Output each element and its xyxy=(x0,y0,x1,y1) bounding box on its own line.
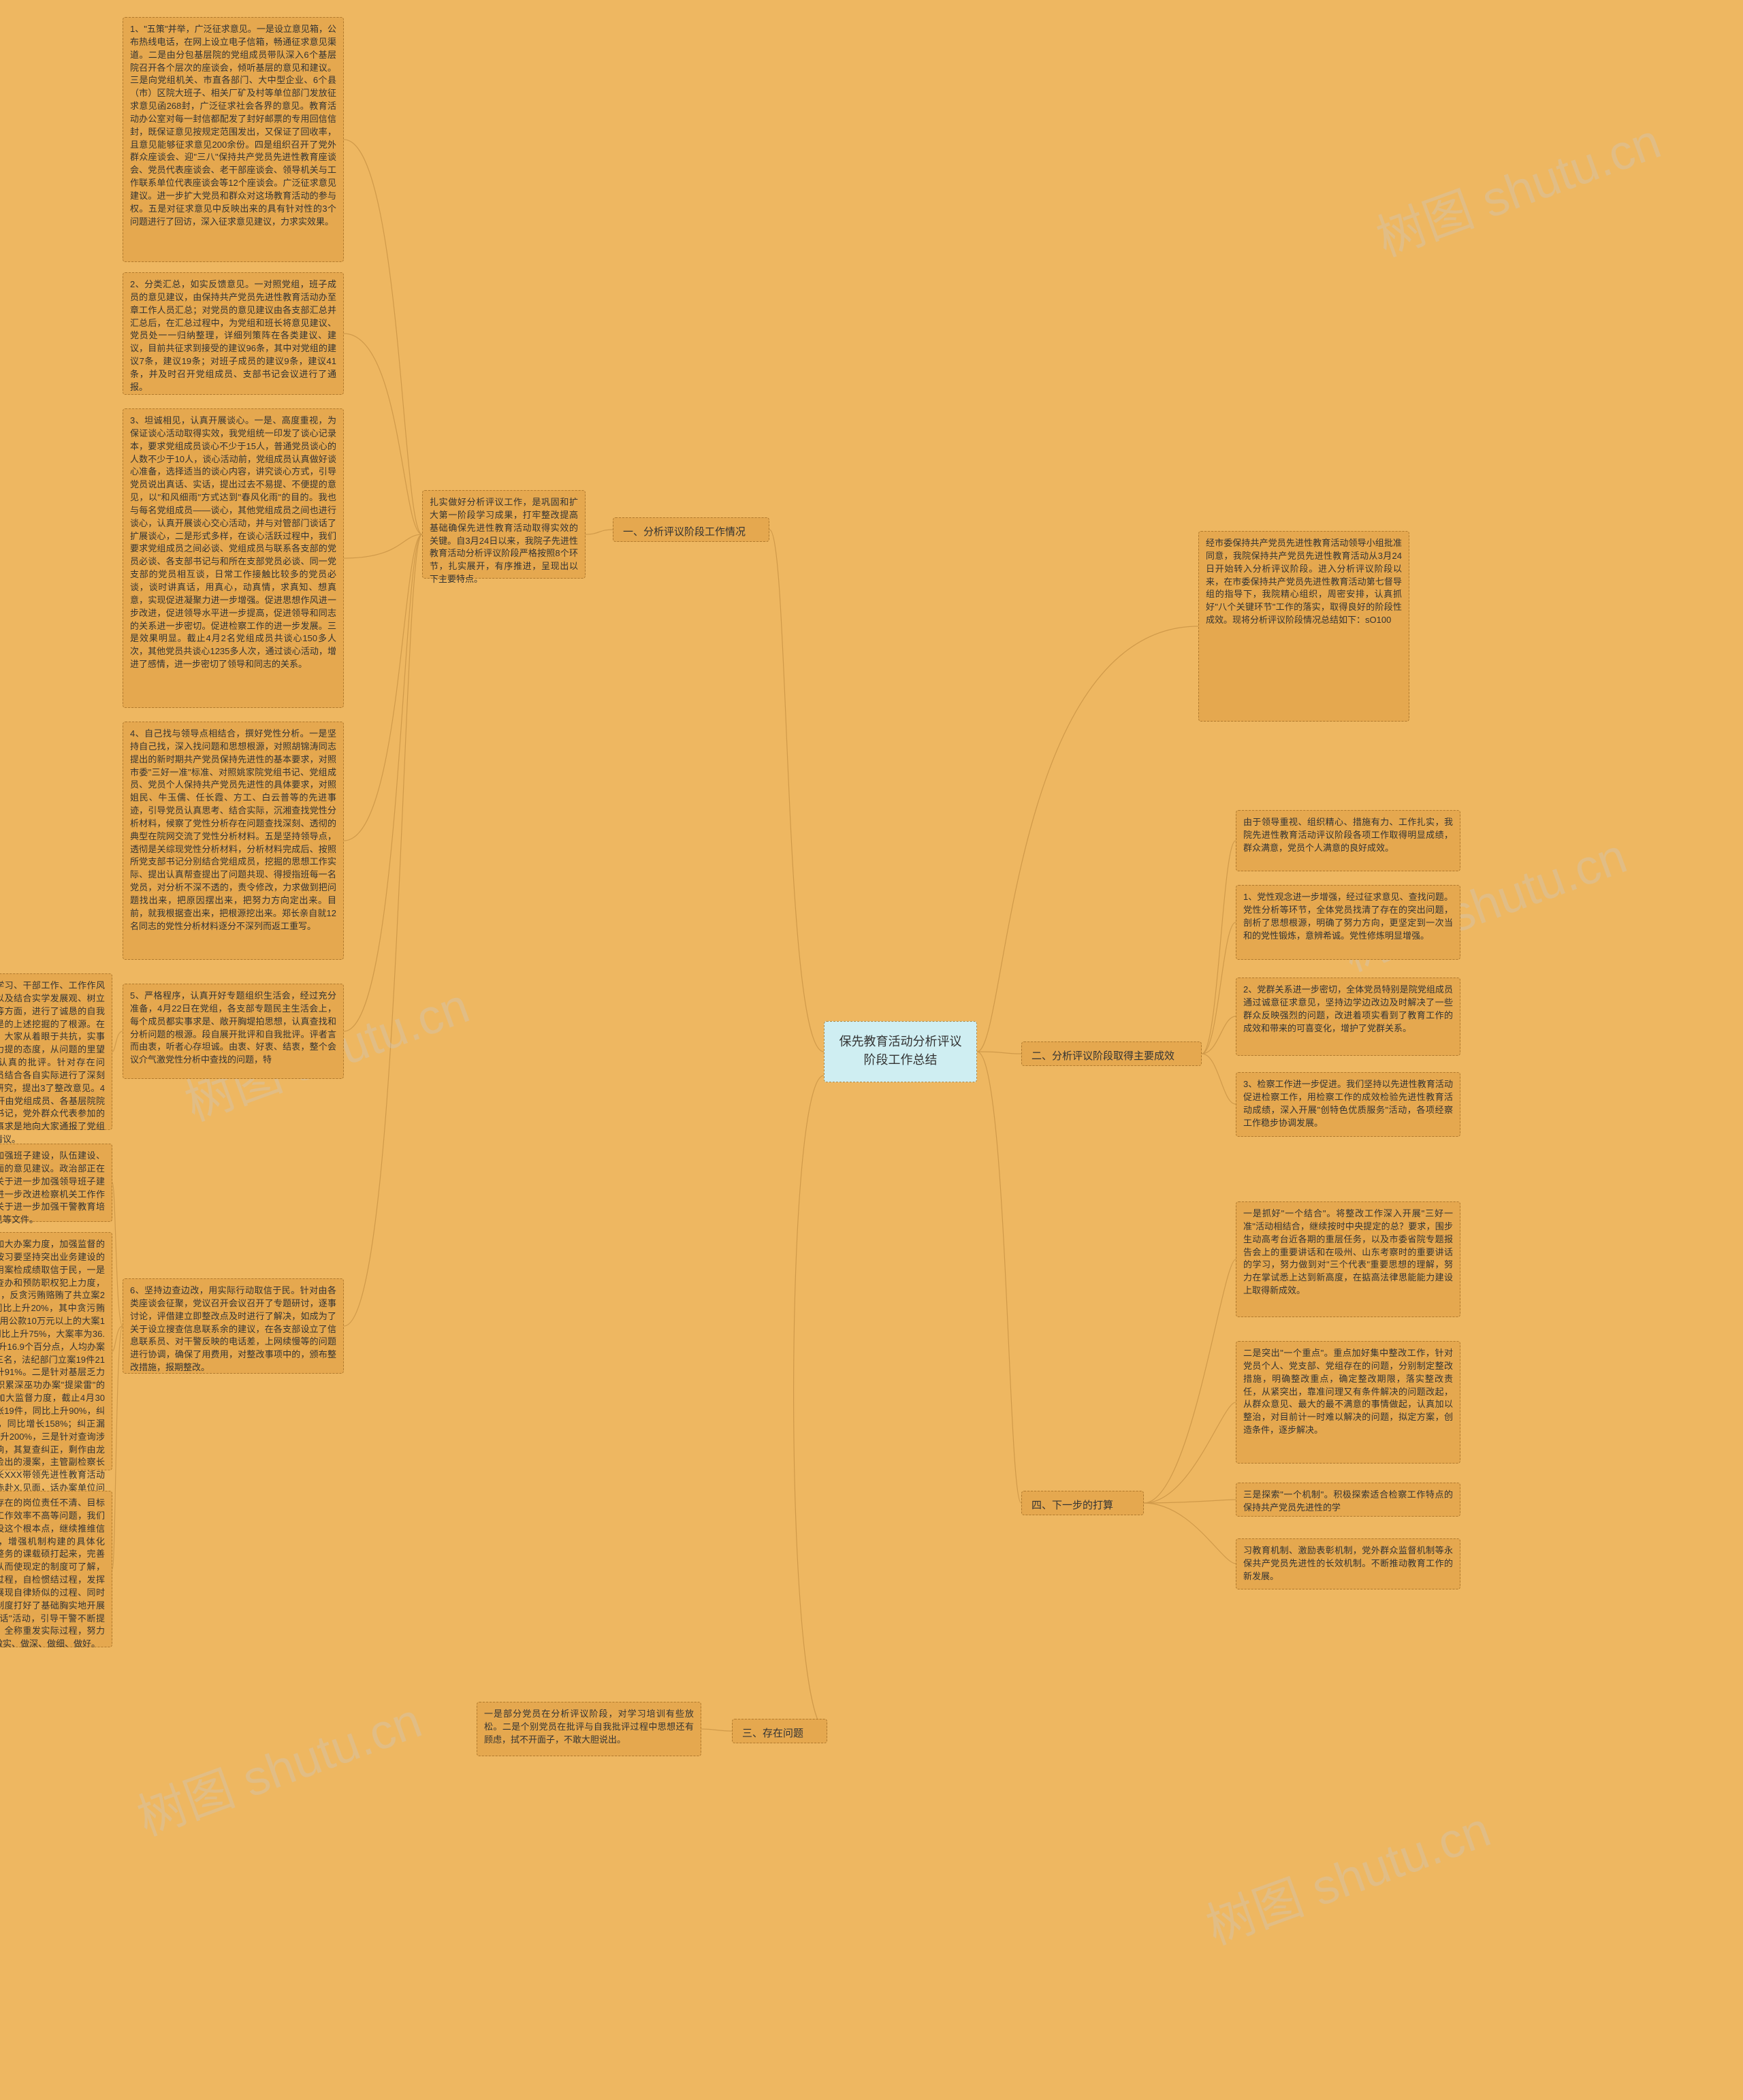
left-b1-1: 2、分类汇总，如实反馈意见。一对照党组，班子成员的意见建议，由保持共产党员先进性… xyxy=(123,272,344,395)
watermark: 树图 shutu.cn xyxy=(1195,1790,1499,1958)
connector xyxy=(1144,1259,1236,1503)
right-b2-2: 2、党群关系进一步密切，全体党员特别是院党组成员通过诚意征求意见，坚持边学边改边… xyxy=(1236,978,1460,1056)
right-b4-1: 二是突出"一个重点"。重点加好集中整改工作，针对党员个人、党支部、党组存在的问题… xyxy=(1236,1341,1460,1464)
connector xyxy=(1144,1503,1236,1564)
leftcol2-b1-2: 针对进一步加大办案力度，加强监督的意见建议，按习要坚持突出业务建设的中心地位，用… xyxy=(0,1232,112,1470)
connector xyxy=(1144,1402,1236,1503)
connector xyxy=(701,1729,732,1731)
branch-b1: 一、分析评议阶段工作情况 xyxy=(613,517,769,542)
right-b2-0: 由于领导重视、组织精心、措施有力、工作扎实，我院先进性教育活动评议阶段各项工作取… xyxy=(1236,810,1460,871)
branch-b3: 三、存在问题 xyxy=(732,1719,827,1743)
connector xyxy=(344,534,422,841)
connector xyxy=(344,534,422,1326)
left-b1-5: 6、坚持边查边改，用实际行动取信于民。针对由各类座谈会征聚，党议召开会议召开了专… xyxy=(123,1278,344,1374)
connector xyxy=(112,1326,123,1351)
right-b2-3: 3、检察工作进一步促进。我们坚持以先进性教育活动促进检察工作，用检察工作的成效检… xyxy=(1236,1072,1460,1137)
left-b1-0: 1、"五策"并举，广泛征求意见。一是设立意见箱，公布热线电话，在网上设立电子信箱… xyxy=(123,17,344,262)
connector xyxy=(112,1326,123,1569)
intro-b1: 扎实做好分析评议工作，是巩固和扩大第一阶段学习成果，打牢整改提高基础确保先进性教… xyxy=(422,490,586,579)
root-node: 保先教育活动分析评议阶段工作总结 xyxy=(824,1021,977,1082)
watermark: 树图 shutu.cn xyxy=(1365,101,1669,270)
connector xyxy=(344,534,422,1031)
leftcol2-b1-0: 别是在理论学习、干部工作、工作作风和廉洁自律以及结合实学发展观、树立正确政绩观等… xyxy=(0,973,112,1130)
left-b1-3: 4、自己找与领导点相结合，撰好党性分析。一是坚持自己找，深入找问题和思想根源，对… xyxy=(123,722,344,960)
right-b4-0: 一是抓好"一个结合"。将整改工作深入开展"三好一准"活动相结合，继续按时中央提定… xyxy=(1236,1201,1460,1317)
connector xyxy=(1202,922,1236,1054)
connector xyxy=(1202,1054,1236,1104)
left-b1-2: 3、坦诚相见，认真开展谈心。一是、高度重视，为保证谈心活动取得实效，我党组统一印… xyxy=(123,408,344,708)
connector xyxy=(586,530,613,534)
connector xyxy=(977,1052,1021,1503)
branch-b4: 四、下一步的打算 xyxy=(1021,1491,1144,1515)
connector xyxy=(112,1182,123,1326)
right-b3-0: 一是部分党员在分析评议阶段，对学习培训有些放松。二是个别党员在批评与自我批评过程… xyxy=(477,1702,701,1756)
connector xyxy=(794,1076,827,1731)
connector xyxy=(344,334,422,534)
leftcol2-b1-1: 针对进一步加强班子建设，队伍建设、作风建设方面的意见建议。政治部正在修订和完善关… xyxy=(0,1144,112,1222)
node-intro_right: 经市委保持共产党员先进性教育活动领导小组批准同意，我院保持共产党员先进性教育活动… xyxy=(1198,531,1409,722)
connector xyxy=(1144,1500,1236,1503)
connector xyxy=(344,534,422,558)
right-b4-2: 三是探索"一个机制"。积极探索适合检察工作特点的保持共产党员先进性的学 xyxy=(1236,1483,1460,1517)
left-b1-4: 5、严格程序，认真开好专题组织生活会，经过充分准备，4月22日在党组，各支部专题… xyxy=(123,984,344,1079)
leftcol2-b1-3: 针对工作中存在的岗位责任不清、目标要求不明、工作效率不高等问题，我们推住制度建设… xyxy=(0,1491,112,1647)
connector xyxy=(1202,1016,1236,1054)
root-title: 保先教育活动分析评议阶段工作总结 xyxy=(839,1035,962,1067)
connector xyxy=(977,626,1198,1052)
connector xyxy=(1202,841,1236,1054)
connector xyxy=(977,1052,1021,1054)
branch-b2: 二、分析评议阶段取得主要成效 xyxy=(1021,1041,1202,1066)
watermark: 树图 shutu.cn xyxy=(126,1681,430,1849)
right-b4-3: 习教育机制、激励表彰机制，党外群众监督机制等永保共产党员先进性的长效机制。不断推… xyxy=(1236,1538,1460,1589)
connector xyxy=(112,1031,123,1052)
connector xyxy=(344,140,422,534)
connector xyxy=(769,530,824,1052)
right-b2-1: 1、党性观念进一步增强，经过征求意见、查找问题。党性分析等环节，全体党员找清了存… xyxy=(1236,885,1460,960)
